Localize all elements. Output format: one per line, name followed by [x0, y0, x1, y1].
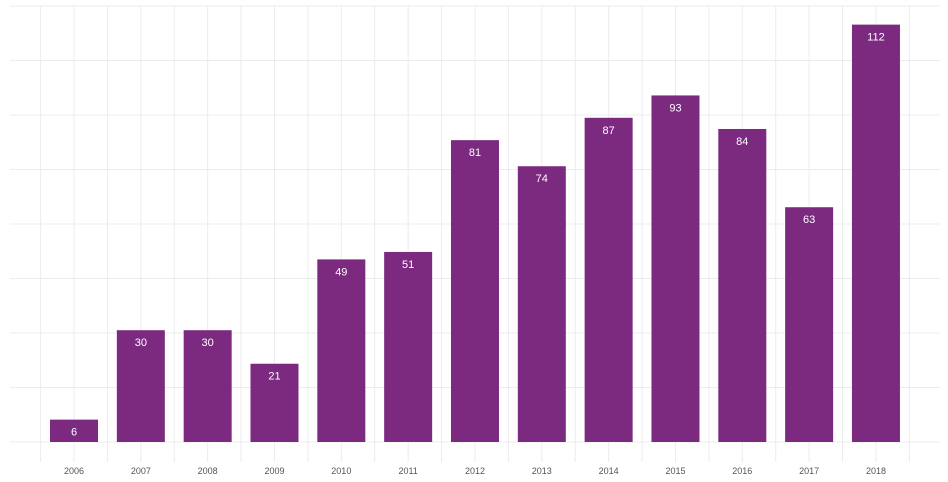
data-label-2008: 30 — [202, 337, 214, 349]
data-label-2011: 51 — [402, 259, 414, 271]
bar-2008 — [183, 330, 232, 442]
x-tick-label-2010: 2010 — [331, 466, 351, 476]
x-tick-label-2017: 2017 — [799, 466, 819, 476]
bars — [50, 24, 900, 443]
bar-2006 — [50, 419, 98, 442]
bar-2011 — [384, 251, 433, 442]
x-tick-label-2013: 2013 — [532, 466, 552, 476]
bar-2010 — [317, 259, 366, 442]
x-tick-label-2009: 2009 — [264, 466, 284, 476]
bar-2009 — [250, 363, 299, 442]
data-label-2006: 6 — [71, 427, 77, 439]
x-tick-label-2007: 2007 — [131, 466, 151, 476]
bar-2016 — [718, 128, 767, 442]
data-label-2017: 63 — [803, 214, 815, 226]
bar-2013 — [517, 166, 566, 442]
bar-2017 — [785, 207, 834, 442]
x-tick-label-2008: 2008 — [198, 466, 218, 476]
x-tick-label-2006: 2006 — [64, 466, 84, 476]
data-label-2009: 21 — [268, 371, 280, 383]
bar-2015 — [651, 95, 700, 442]
x-tick-label-2012: 2012 — [465, 466, 485, 476]
data-label-2018: 112 — [867, 32, 885, 44]
data-label-2012: 81 — [469, 147, 481, 159]
bar-2012 — [450, 140, 499, 442]
x-tick-label-2011: 2011 — [398, 466, 417, 476]
data-labels: 6 30 30 21 49 51 81 74 87 93 84 63 112 — [71, 32, 885, 439]
bar-2018 — [851, 24, 900, 443]
data-label-2013: 74 — [536, 173, 548, 185]
x-tick-label-2015: 2015 — [665, 466, 685, 476]
x-tick-label-2018: 2018 — [866, 466, 886, 476]
x-axis-tick-labels: 2006 2007 2008 2009 2010 2011 2012 2013 2014 2015… — [64, 466, 886, 476]
x-tick-label-2014: 2014 — [599, 466, 619, 476]
bar-2014 — [584, 117, 633, 443]
data-label-2016: 84 — [736, 136, 748, 148]
data-label-2010: 49 — [335, 266, 347, 278]
data-label-2007: 30 — [135, 337, 147, 349]
data-label-2014: 87 — [603, 125, 615, 137]
bar-2007 — [116, 330, 165, 442]
x-tick-label-2016: 2016 — [732, 466, 752, 476]
data-label-2015: 93 — [669, 102, 681, 114]
